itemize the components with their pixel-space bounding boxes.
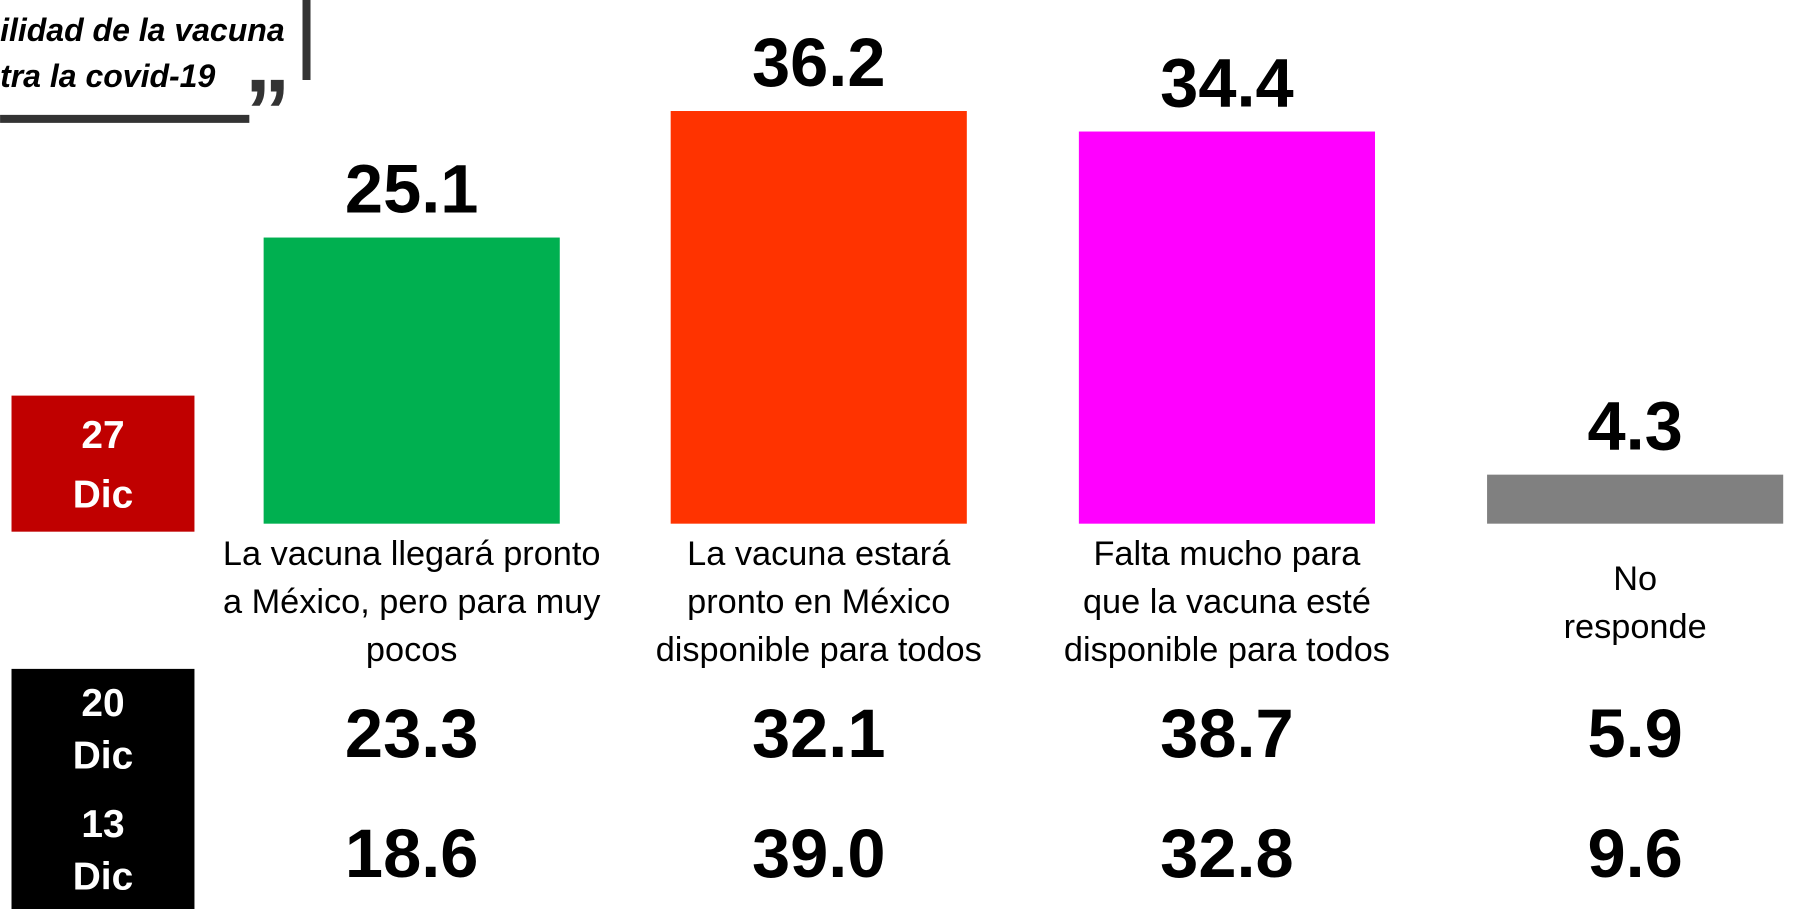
category-label: disponible para todos xyxy=(656,631,982,669)
bar xyxy=(263,237,560,524)
date-box xyxy=(11,668,195,909)
title-line: ilidad de la vacuna xyxy=(0,12,285,48)
series-name: 13 xyxy=(81,803,124,846)
value-label: 32.8 xyxy=(1160,815,1294,892)
value-label: 32.1 xyxy=(752,695,886,772)
category-label: pronto en México xyxy=(687,583,950,621)
category-label: responde xyxy=(1564,608,1707,646)
category-label: No xyxy=(1613,560,1657,598)
quote-mark: ” xyxy=(245,61,291,163)
date-box xyxy=(11,395,195,532)
value-label: 34.4 xyxy=(1160,44,1294,121)
value-label: 4.3 xyxy=(1587,388,1682,465)
bar xyxy=(1487,474,1784,524)
bar xyxy=(1078,131,1376,524)
series-name: 27 xyxy=(81,414,124,457)
value-label: 39.0 xyxy=(752,815,886,892)
category-label: que la vacuna esté xyxy=(1083,583,1371,621)
series-name: Dic xyxy=(73,474,133,517)
category-label: a México, pero para muy xyxy=(223,583,601,621)
category-label: La vacuna llegará pronto xyxy=(223,535,601,573)
series-name: Dic xyxy=(73,856,133,899)
value-label: 25.1 xyxy=(345,150,479,227)
value-label: 18.6 xyxy=(345,815,479,892)
category-label: disponible para todos xyxy=(1064,631,1390,669)
value-label: 9.6 xyxy=(1587,815,1682,892)
category-label: La vacuna estará xyxy=(687,535,951,573)
value-label: 38.7 xyxy=(1160,695,1294,772)
category-label: Falta mucho para xyxy=(1093,535,1361,573)
series-name: Dic xyxy=(73,734,133,777)
title-line: tra la covid-19 xyxy=(0,58,215,94)
value-label: 5.9 xyxy=(1587,695,1682,772)
series-name: 20 xyxy=(81,682,124,725)
value-label: 23.3 xyxy=(345,695,479,772)
bar xyxy=(670,111,967,524)
value-label: 36.2 xyxy=(752,24,886,101)
category-label: pocos xyxy=(366,631,458,669)
